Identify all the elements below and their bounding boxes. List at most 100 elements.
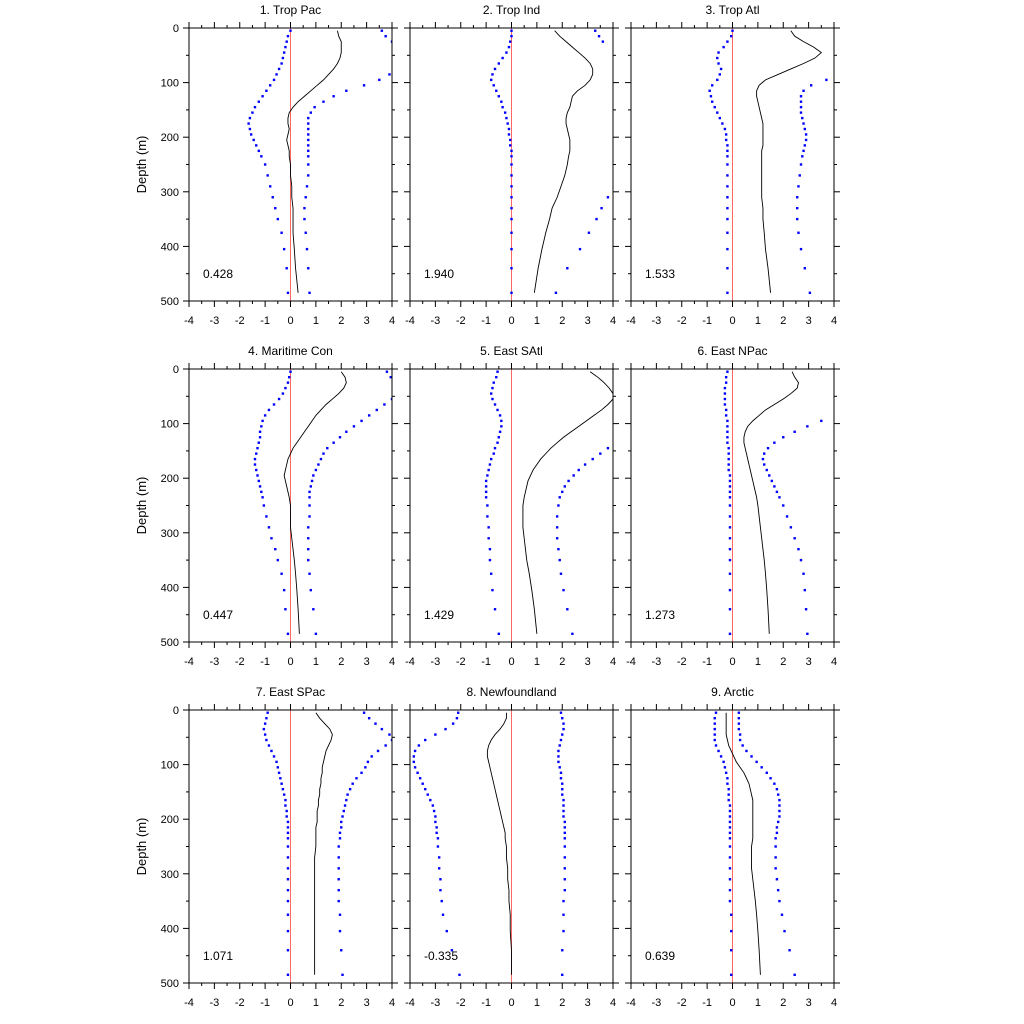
x-tick-label: 4	[831, 315, 837, 327]
upper-bound-dot	[557, 504, 560, 507]
upper-bound-dot	[563, 845, 566, 848]
lower-bound-dot	[727, 457, 730, 461]
upper-bound-dot	[337, 856, 340, 859]
upper-bound-dot	[808, 291, 812, 295]
lower-bound-dot	[263, 722, 267, 725]
lower-bound-dot	[260, 490, 263, 494]
lower-bound-dot	[266, 174, 269, 177]
lower-bound-dot	[718, 73, 722, 76]
lower-bound-dot	[714, 711, 718, 714]
lower-bound-dot	[484, 479, 488, 483]
upper-bound-dot	[766, 446, 770, 450]
y-tick-label: 400	[161, 923, 179, 935]
upper-bound-dot	[763, 463, 766, 466]
lower-bound-dot	[730, 34, 733, 38]
panel-5: 5. East SAtl -4 -3 -2 -1 0 1 2 3 4 1.429	[404, 344, 619, 668]
lower-bound-dot	[457, 711, 460, 714]
lower-bound-dot	[486, 474, 489, 477]
y-tick-label: 0	[173, 23, 179, 35]
lower-bound-dot	[249, 133, 253, 136]
x-tick-label: -3	[209, 997, 219, 1009]
x-tick-label: 4	[831, 997, 837, 1009]
lower-bound-dot	[492, 84, 495, 87]
x-tick-label: -2	[456, 656, 466, 668]
lower-bound-dot	[728, 837, 732, 840]
lower-bound-dot	[728, 572, 732, 575]
panel-6: 6. East NPac -4 -3 -2 -1 0 1 2 3 4 1.273	[625, 344, 840, 668]
lower-bound-dot	[500, 100, 503, 103]
upper-bound-dot	[780, 913, 784, 916]
lower-bound-dot	[252, 138, 255, 142]
mean-profile-line	[314, 712, 333, 975]
upper-bound-dot	[820, 419, 823, 423]
x-tick-label: 2	[338, 315, 344, 327]
lower-bound-dot	[708, 89, 711, 92]
lower-bound-dot	[281, 56, 285, 60]
y-tick-label: 200	[161, 814, 179, 826]
upper-bound-dot	[309, 111, 312, 114]
panel-9: 9. Arctic -4 -3 -2 -1 0 1 2 3 4 0.639	[625, 685, 840, 1009]
lower-bound-dot	[269, 185, 272, 188]
lower-bound-dot	[257, 479, 260, 483]
upper-bound-dot	[796, 196, 799, 199]
lower-bound-dot	[497, 95, 501, 98]
x-tick-label: -1	[260, 656, 270, 668]
upper-bound-dot	[595, 217, 598, 221]
x-tick-label: -4	[405, 315, 415, 327]
upper-bound-dot	[796, 217, 799, 221]
lower-bound-dot	[286, 837, 290, 840]
lower-bound-dot	[491, 386, 494, 390]
upper-bound-dot	[555, 526, 559, 529]
lower-bound-dot	[731, 29, 734, 32]
panel-value-label: 0.639	[645, 949, 675, 963]
y-tick-label: 100	[161, 419, 179, 431]
y-axis-label: Depth (m)	[134, 477, 149, 535]
lower-bound-dot	[436, 845, 440, 848]
lower-bound-dot	[276, 766, 280, 769]
panel-7: 7. East SPac -4 -3 -2 -1 0 1 2 3 4 0 100 200 300 400 50…	[134, 685, 398, 1009]
lower-bound-dot	[726, 267, 729, 270]
lower-bound-dot	[413, 766, 417, 769]
lower-bound-dot	[440, 899, 443, 903]
lower-bound-dot	[266, 711, 269, 714]
x-tick-label: 2	[559, 315, 565, 327]
upper-bound-dot	[802, 149, 805, 153]
lower-bound-dot	[714, 744, 718, 747]
x-tick-label: 1	[534, 315, 540, 327]
x-tick-label: 0	[508, 315, 514, 327]
upper-bound-dot	[591, 457, 594, 461]
x-tick-label: -1	[702, 997, 712, 1009]
lower-bound-dot	[276, 558, 280, 562]
upper-bound-dot	[773, 782, 776, 785]
panel-4: 4. Maritime Con -4 -3 -2 -1 0 1 2 3 4 0 100 200 300 40…	[134, 344, 398, 668]
upper-bound-dot	[806, 632, 809, 636]
upper-bound-dot	[561, 973, 564, 977]
lower-bound-dot	[730, 973, 733, 977]
lower-bound-dot	[728, 632, 732, 636]
lower-bound-dot	[444, 727, 447, 731]
lower-bound-dot	[267, 526, 271, 529]
lower-bound-dot	[265, 89, 268, 92]
x-tick-label: 4	[610, 315, 616, 327]
upper-bound-dot	[312, 608, 315, 611]
upper-bound-dot	[776, 793, 780, 796]
upper-bound-dot	[778, 815, 781, 818]
panel-3: 3. Trop Atl -4 -3 -2 -1 0 1 2 3 4 1.533	[625, 3, 840, 327]
panel-2: 2. Trop Ind -4 -3 -2 -1 0 1 2 3 4 1.940	[404, 3, 619, 327]
mean-profile-line	[486, 712, 512, 975]
lower-bound-dot	[728, 547, 732, 551]
lower-bound-dot	[486, 504, 489, 507]
upper-bound-dot	[555, 515, 559, 518]
upper-bound-dot	[559, 771, 563, 774]
x-tick-label: 0	[729, 315, 735, 327]
upper-bound-dot	[304, 196, 307, 199]
y-tick-label: 200	[161, 473, 179, 485]
lower-bound-dot	[282, 247, 286, 251]
lower-bound-dot	[277, 67, 281, 71]
lower-bound-dot	[711, 100, 714, 103]
upper-bound-dot	[782, 436, 785, 439]
panel-title: 2. Trop Ind	[483, 3, 540, 17]
lower-bound-dot	[726, 441, 729, 444]
lower-bound-dot	[726, 149, 729, 153]
